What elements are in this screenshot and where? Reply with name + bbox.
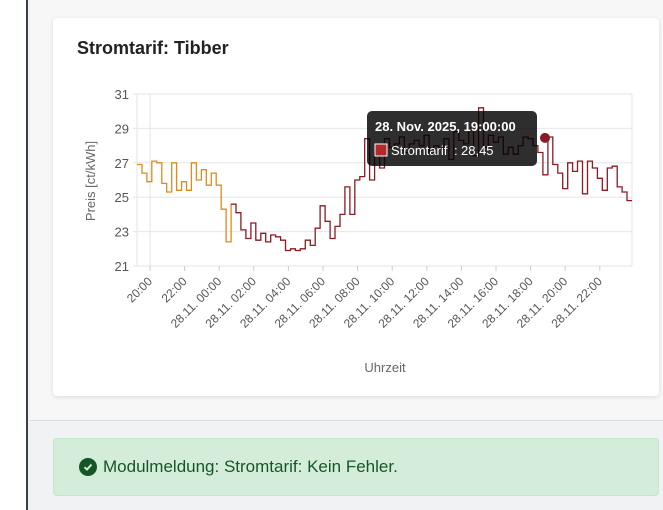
y-ticks: 21 23 25 27 29 31 [115,87,129,274]
tooltip-value: 28,45 [461,143,494,158]
tooltip-sep: : [454,143,458,158]
x-tick-label: 20:00 [124,274,155,305]
tooltip-swatch [374,143,388,157]
y-tick-label: 25 [115,190,129,205]
y-tick-label: 27 [115,156,129,171]
tooltip-title: 28. Nov. 2025, 19:00:00 [375,119,516,134]
past-price-line [137,160,236,243]
chart-card: Stromtarif: Tibber 21 23 25 27 29 31 20:00 22:… [53,18,659,396]
y-tick-label: 21 [115,259,129,274]
check-circle-icon [79,458,97,476]
y-axis-label: Preis [ct/kWh] [83,141,98,221]
y-tick-label: 31 [115,87,129,102]
card-title: Stromtarif: Tibber [77,38,229,58]
x-axis-label: Uhrzeit [364,360,406,375]
y-tick-label: 29 [115,121,129,136]
tooltip-series: Stromtarif [391,143,448,158]
tooltip-background [367,111,537,166]
y-tick-label: 23 [115,225,129,240]
tooltip: 28. Nov. 2025, 19:00:00 Stromtarif : 28,… [367,111,537,166]
x-tick-label: 22:00 [159,274,190,305]
module-status-alert: Modulmeldung: Stromtarif: Kein Fehler. [53,438,659,496]
left-rail [0,0,28,510]
alert-text: Modulmeldung: Stromtarif: Kein Fehler. [103,457,398,476]
hover-point[interactable] [540,132,550,143]
